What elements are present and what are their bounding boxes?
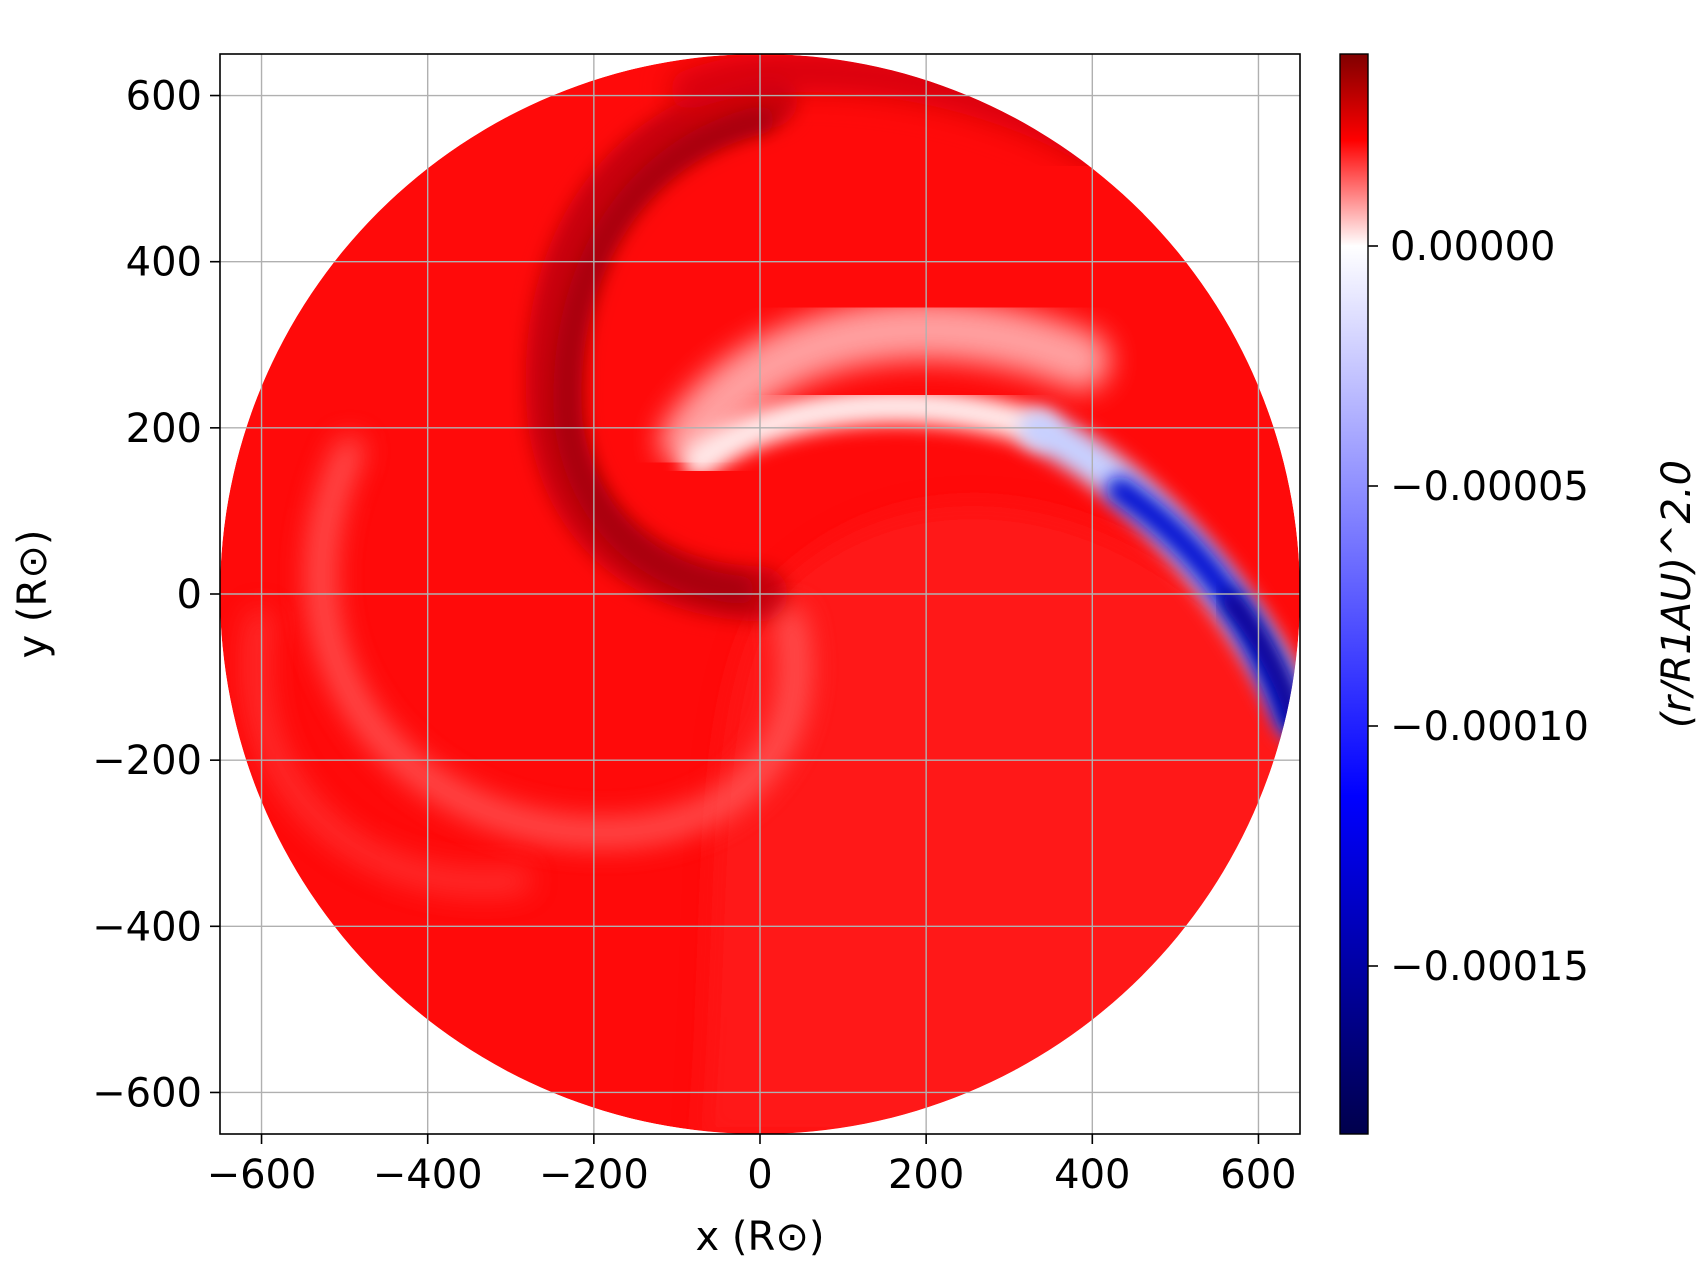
field-light-arm [307, 437, 809, 846]
x-axis-label: x (R⊙) [696, 1214, 825, 1260]
x-tick-label: −400 [373, 1152, 483, 1198]
y-tick-label: 200 [126, 406, 202, 452]
y-tick-label: 600 [126, 74, 202, 120]
x-axis-ticks: −600 −400 −200 0 200 400 600 [207, 1134, 1297, 1198]
colorbar-tick-label: −0.00010 [1390, 704, 1589, 750]
colorbar-tick-label: 0.00000 [1390, 224, 1555, 270]
y-tick-label: −200 [92, 738, 202, 784]
x-tick-label: 600 [1220, 1152, 1296, 1198]
colorbar-tick-label: −0.00005 [1390, 464, 1589, 510]
field-light-arm-outer [245, 609, 531, 894]
y-axis-label: y (R⊙) [10, 530, 56, 659]
field-white-arc [682, 388, 1058, 478]
x-tick-label: 200 [888, 1152, 964, 1198]
colorbar-gradient [1339, 53, 1369, 1135]
colorbar-label: (r/R1AU)^2.0 [1654, 460, 1700, 728]
y-tick-label: −400 [92, 904, 202, 950]
y-axis-ticks: −600 −400 −200 0 200 400 600 [92, 74, 220, 1116]
x-tick-label: −200 [539, 1152, 649, 1198]
colorbar-ticks: 0.00000 −0.00005 −0.00010 −0.00015 [1368, 224, 1589, 990]
field-dark-arm-core [553, 106, 774, 604]
y-tick-label: 400 [126, 240, 202, 286]
x-tick-label: 0 [747, 1152, 772, 1198]
x-tick-label: 400 [1054, 1152, 1130, 1198]
colorbar-tick-label: −0.00015 [1390, 944, 1589, 990]
y-tick-label: −600 [92, 1070, 202, 1116]
y-tick-label: 0 [177, 572, 202, 618]
x-tick-label: −600 [207, 1152, 317, 1198]
colorbar: 0.00000 −0.00005 −0.00010 −0.00015 (r/R1AU)… [1339, 53, 1700, 1135]
field-pale-arc [660, 299, 1110, 470]
grid-lines [220, 54, 1300, 1134]
